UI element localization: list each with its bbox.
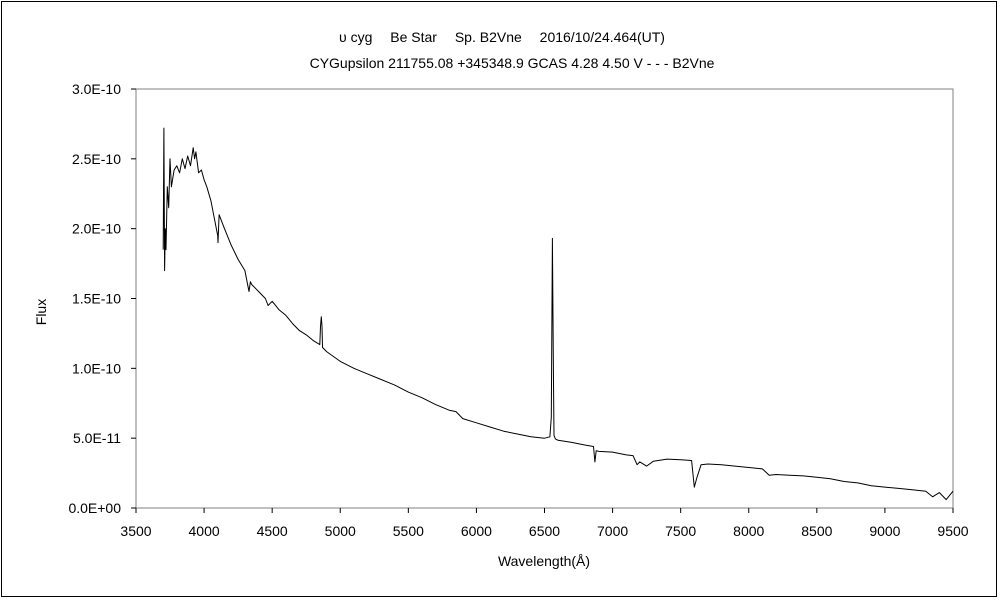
- x-tick-label: 5000: [325, 523, 356, 539]
- y-axis: 0.0E+00 5.0E-11 1.0E-10 1.5E-10 2.0E-10 2.5E-…: [68, 81, 136, 516]
- x-tick-label: 6500: [529, 523, 560, 539]
- y-tick-label: 5.0E-11: [73, 430, 121, 446]
- x-tick-label: 4000: [189, 523, 220, 539]
- y-tick-label: 2.5E-10: [72, 151, 121, 167]
- x-tick-label: 7000: [597, 523, 628, 539]
- x-tick-label: 7500: [665, 523, 696, 539]
- x-axis: 3500 4000 4500 5000 5500 6000 6500 7000 7500 8000…: [120, 508, 969, 539]
- x-tick-label: 3500: [120, 523, 151, 539]
- x-tick-label: 4500: [257, 523, 288, 539]
- plot-area: [135, 88, 954, 509]
- x-tick-label: 8000: [733, 523, 764, 539]
- y-tick-label: 3.0E-10: [72, 81, 121, 97]
- x-tick-label: 6000: [461, 523, 492, 539]
- x-tick-label: 8500: [801, 523, 832, 539]
- chart-title: υ cyg Be Star Sp. B2Vne 2016/10/24.464(U…: [339, 29, 665, 45]
- y-tick-label: 1.0E-10: [72, 360, 121, 376]
- y-tick-label: 0.0E+00: [68, 500, 121, 516]
- x-tick-label: 5500: [393, 523, 424, 539]
- x-tick-label: 9500: [937, 523, 968, 539]
- x-tick-label: 9000: [869, 523, 900, 539]
- y-tick-label: 1.5E-10: [72, 291, 121, 307]
- spectrum-line-0: [162, 127, 954, 501]
- x-axis-label: Wavelength(Å): [498, 553, 590, 569]
- chart-subtitle: CYGupsilon 211755.08 +345348.9 GCAS 4.28…: [310, 55, 715, 71]
- y-axis-label: Flux: [33, 299, 49, 325]
- y-tick-label: 2.0E-10: [72, 221, 121, 237]
- series-layer: [162, 127, 954, 501]
